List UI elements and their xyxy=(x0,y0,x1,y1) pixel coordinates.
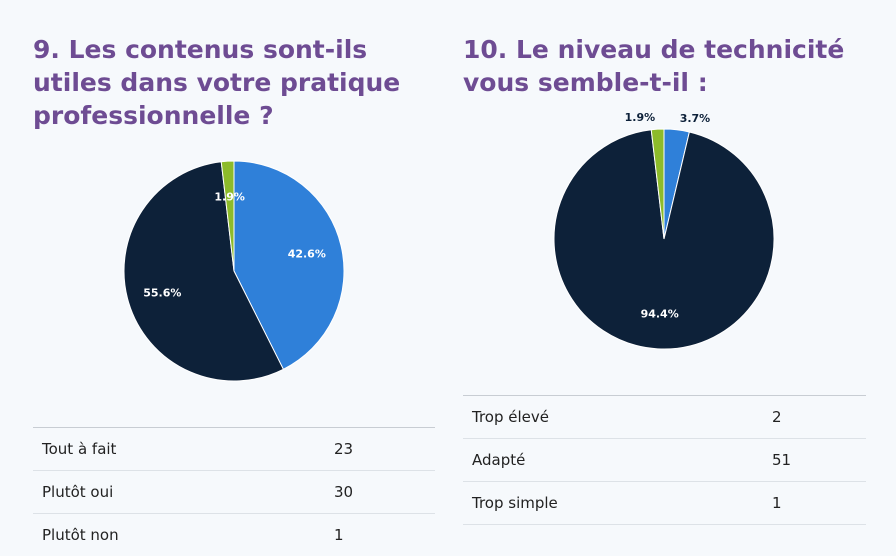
answer-label: Trop simple xyxy=(472,494,558,512)
answer-count: 1 xyxy=(334,526,344,544)
answer-label: Tout à fait xyxy=(42,440,117,458)
pie-data-label: 94.4% xyxy=(641,308,679,321)
chart-title-q10: 10. Le niveau de technicité vous semble-… xyxy=(463,35,845,97)
table-row: Adapté 51 xyxy=(463,439,866,482)
pie-chart-q10: 3.7% 94.4% 1.9% xyxy=(553,111,775,350)
pie-chart-q9: 42.6% 55.6% 1.9% xyxy=(123,160,345,382)
results-table-q9: Tout à fait 23 Plutôt oui 30 Plutôt non 1 xyxy=(33,427,435,556)
results-table-q10: Trop élevé 2 Adapté 51 Trop simple 1 xyxy=(463,395,866,525)
answer-count: 51 xyxy=(772,451,792,469)
answer-count: 30 xyxy=(334,483,354,501)
pie-data-label: 1.9% xyxy=(625,111,656,124)
answer-count: 2 xyxy=(772,408,782,426)
table-row: Trop simple 1 xyxy=(463,482,866,525)
answer-label: Plutôt oui xyxy=(42,483,114,501)
pie-data-label: 3.7% xyxy=(680,112,711,125)
answer-label: Trop élevé xyxy=(472,408,549,426)
pie-slice-trop-simple xyxy=(650,128,665,240)
pie-slice-tout-fait xyxy=(233,160,345,370)
pie-data-label: 55.6% xyxy=(143,286,181,299)
chart-title-q9: 9. Les contenus sont-ils utiles dans vot… xyxy=(33,35,401,130)
answer-count: 23 xyxy=(334,440,354,458)
table-row: Trop élevé 2 xyxy=(463,396,866,439)
pie-slice-plut-t-non xyxy=(220,160,235,272)
pie-data-label: 1.9% xyxy=(214,190,245,203)
answer-count: 1 xyxy=(772,494,782,512)
table-row: Tout à fait 23 xyxy=(33,428,435,471)
answer-label: Adapté xyxy=(472,451,526,469)
table-row: Plutôt oui 30 xyxy=(33,471,435,514)
pie-slice-plut-t-oui xyxy=(123,161,285,382)
table-row: Plutôt non 1 xyxy=(33,514,435,556)
answer-label: Plutôt non xyxy=(42,526,119,544)
pie-data-label: 42.6% xyxy=(288,248,326,261)
pie-slice-adapt- xyxy=(553,129,775,350)
